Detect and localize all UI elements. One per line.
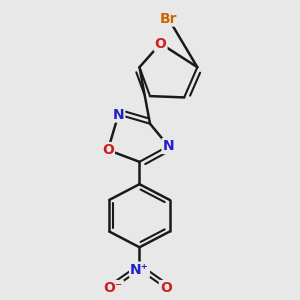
Text: O: O [102,143,114,157]
Text: O: O [160,281,172,295]
Text: O⁻: O⁻ [103,281,123,295]
Text: N⁺: N⁺ [130,262,149,277]
Text: N: N [112,107,124,122]
Text: N: N [163,139,174,153]
Text: Br: Br [160,12,177,26]
Text: O: O [154,37,166,50]
